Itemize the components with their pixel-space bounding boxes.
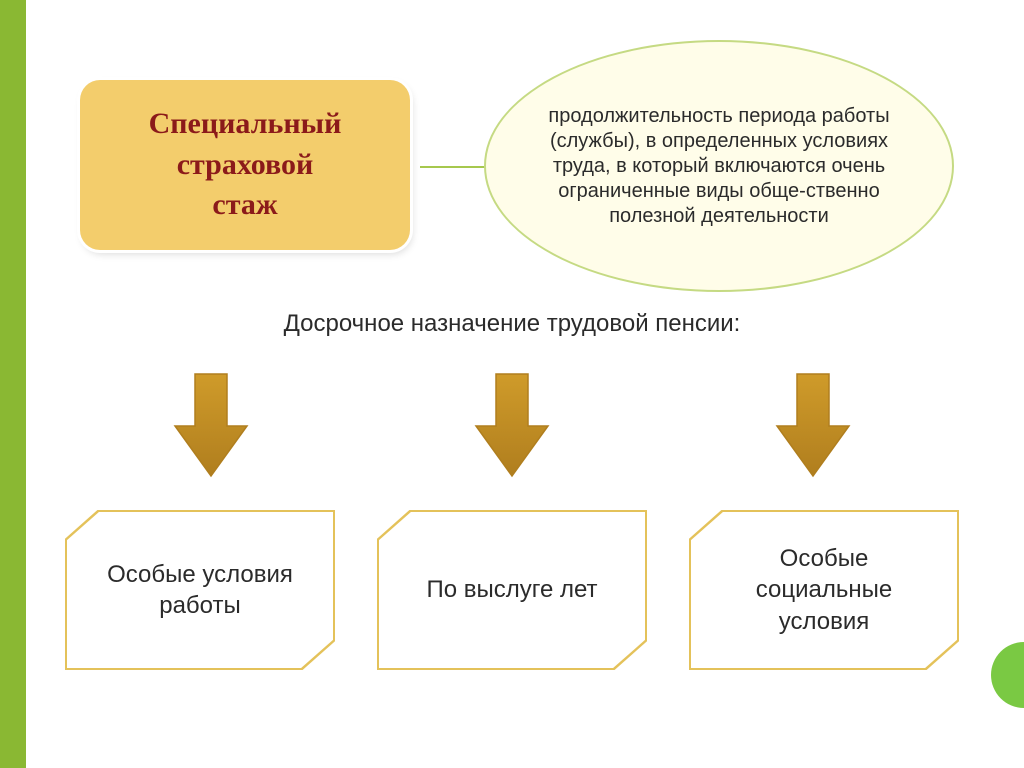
down-arrow-icon [166,370,256,490]
down-arrow-icon [768,370,858,490]
category-label: Особые социальные условия [714,543,934,637]
green-dot-icon [991,642,1024,708]
title-text: Специальный страховой стаж [149,104,342,226]
left-accent-bar [0,0,26,768]
title-box: Специальный страховой стаж [80,80,410,250]
down-arrow-icon [467,370,557,490]
category-box: Особые условия работы [65,510,335,670]
top-row: Специальный страховой стаж продолжительн… [60,40,984,280]
subtitle: Досрочное назначение трудовой пенсии: [0,310,1024,338]
category-label: По выслуге лет [426,574,597,605]
definition-text: продолжительность периода работы (службы… [541,104,897,229]
definition-ellipse: продолжительность периода работы (службы… [484,40,954,292]
category-box: Особые социальные условия [689,510,959,670]
category-box: По выслуге лет [377,510,647,670]
bottom-row: Особые условия работы По выслуге лет Особы… [65,510,959,670]
arrows-row [60,370,964,490]
category-label: Особые условия работы [90,559,310,621]
